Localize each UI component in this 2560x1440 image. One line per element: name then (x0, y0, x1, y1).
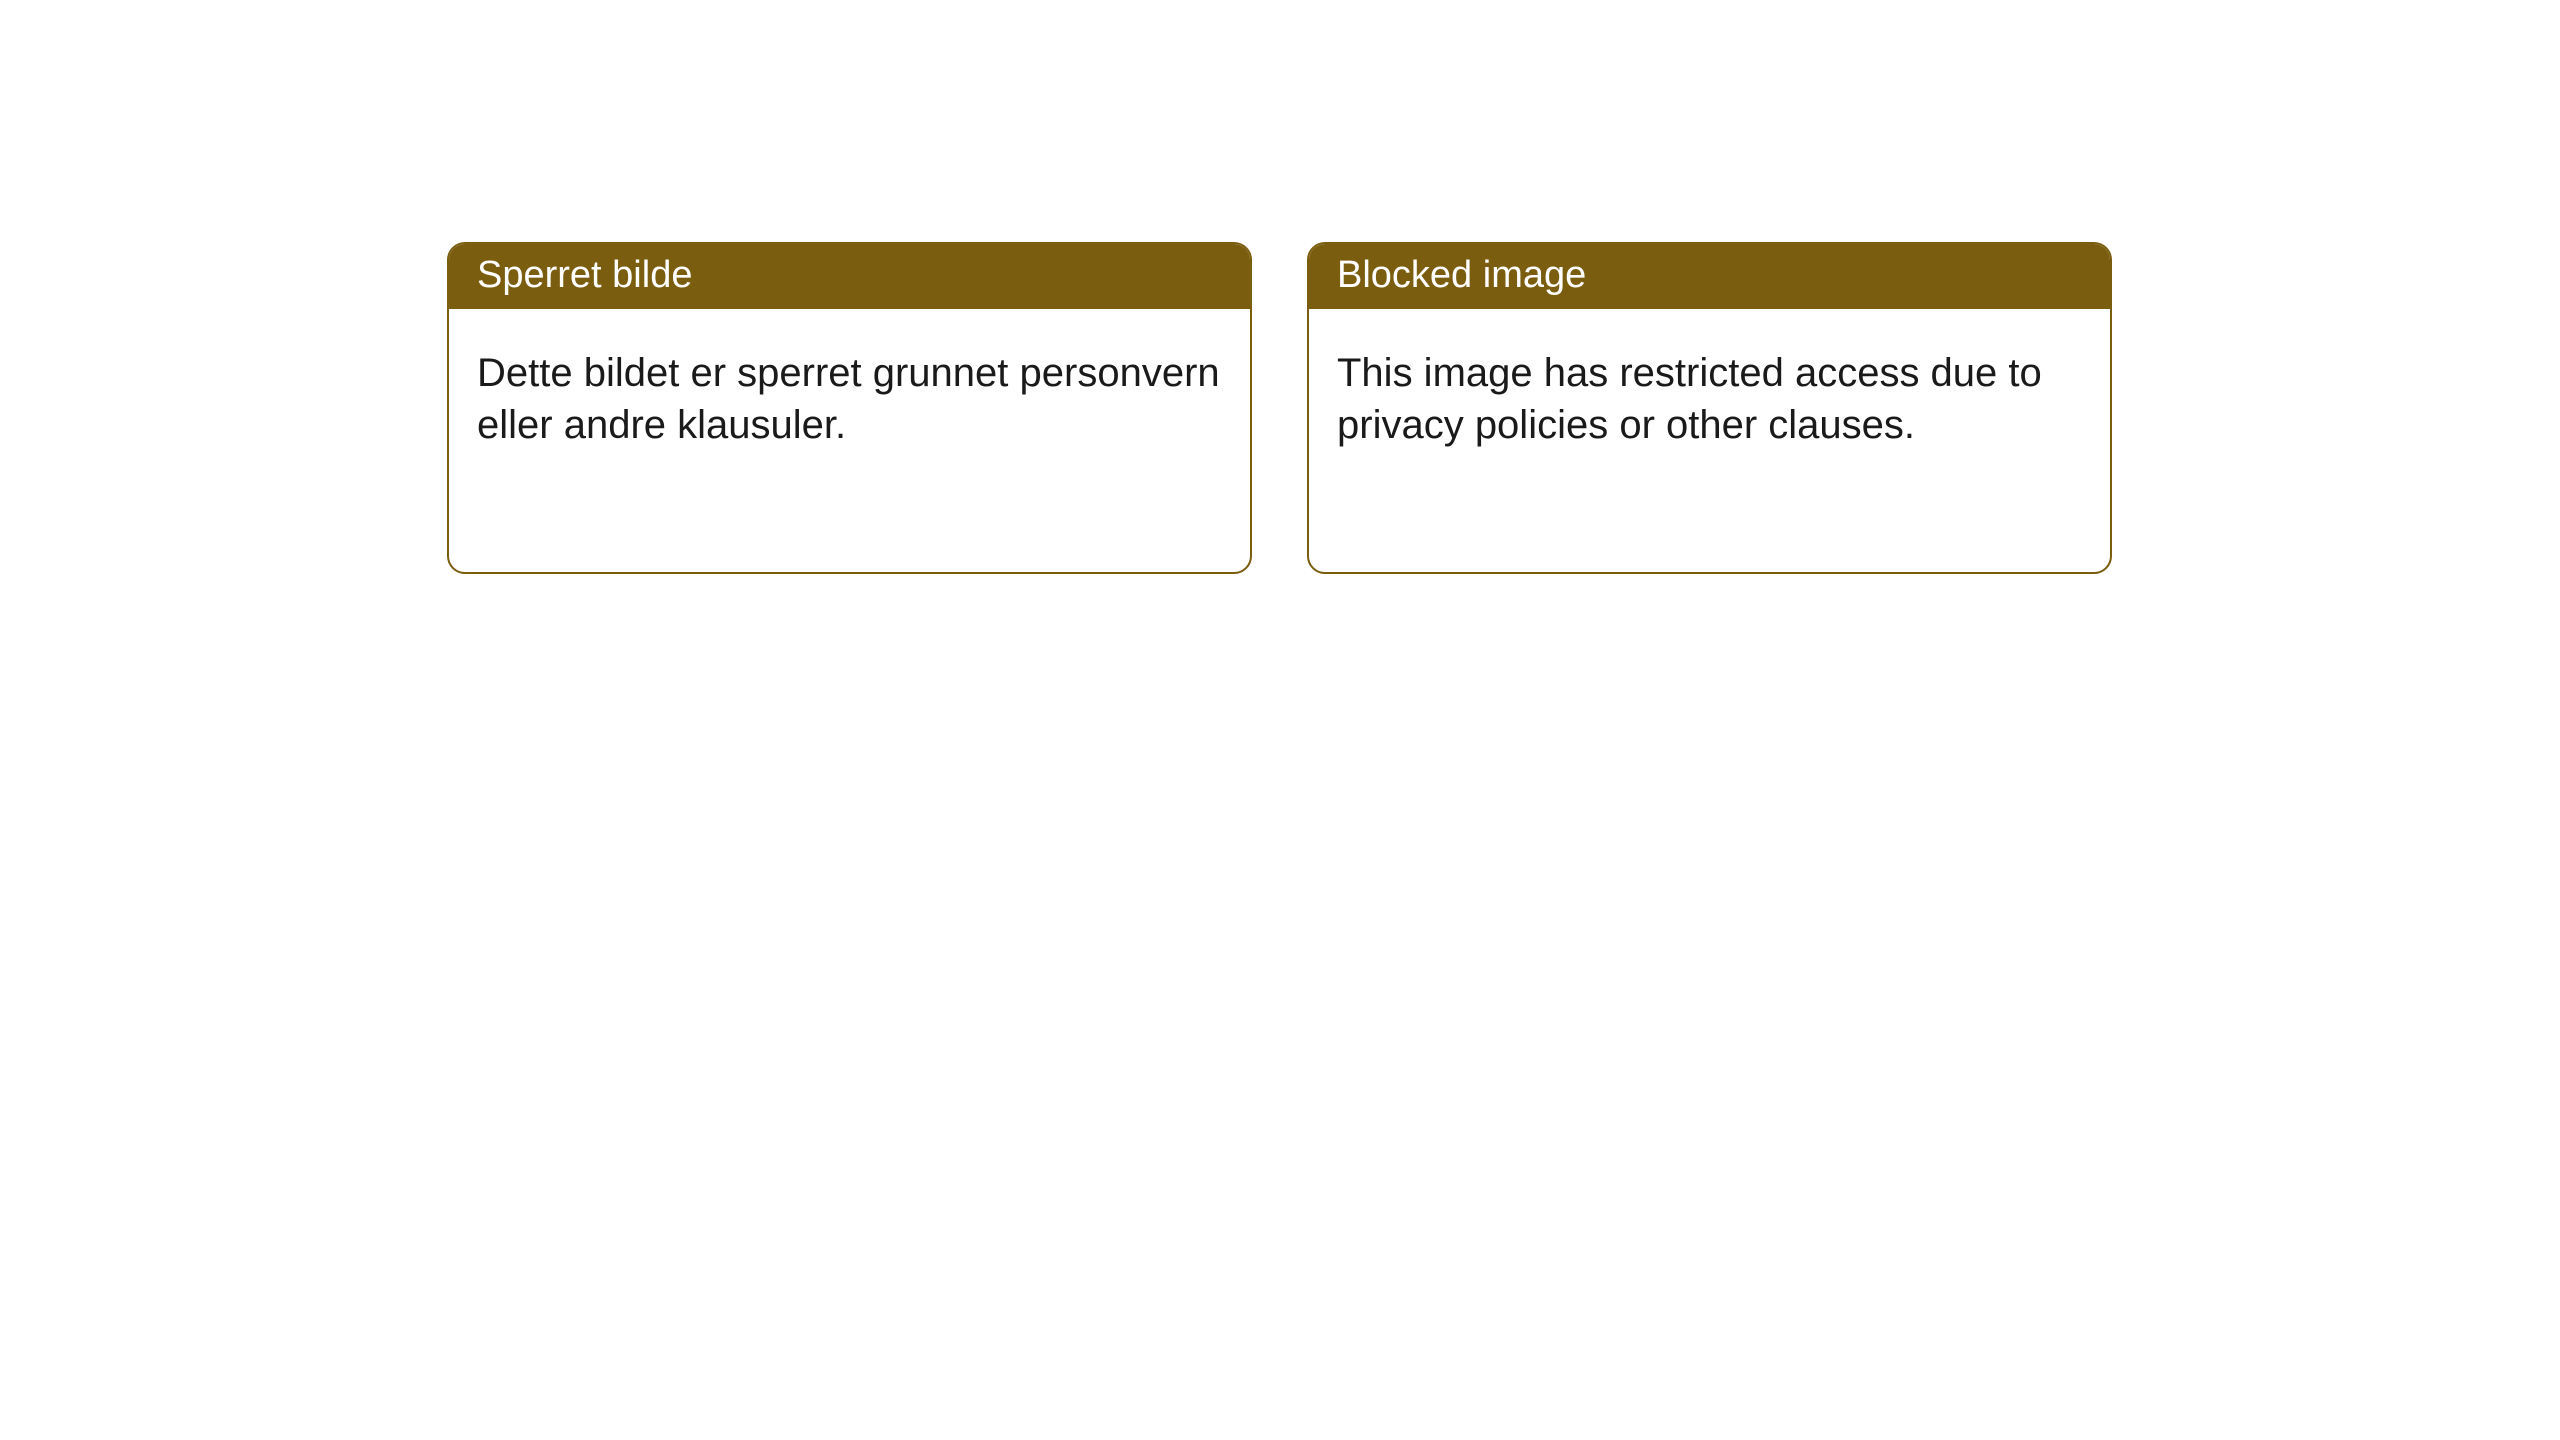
notice-body: This image has restricted access due to … (1309, 309, 2110, 479)
notice-body-text: This image has restricted access due to … (1337, 351, 2042, 447)
notice-header: Sperret bilde (449, 244, 1250, 309)
notice-header: Blocked image (1309, 244, 2110, 309)
notice-title: Blocked image (1337, 254, 1586, 296)
notice-title: Sperret bilde (477, 254, 692, 296)
notice-card-english: Blocked image This image has restricted … (1307, 242, 2112, 574)
notice-body-text: Dette bildet er sperret grunnet personve… (477, 351, 1220, 447)
notice-card-norwegian: Sperret bilde Dette bildet er sperret gr… (447, 242, 1252, 574)
notice-container: Sperret bilde Dette bildet er sperret gr… (447, 242, 2112, 574)
notice-body: Dette bildet er sperret grunnet personve… (449, 309, 1250, 479)
